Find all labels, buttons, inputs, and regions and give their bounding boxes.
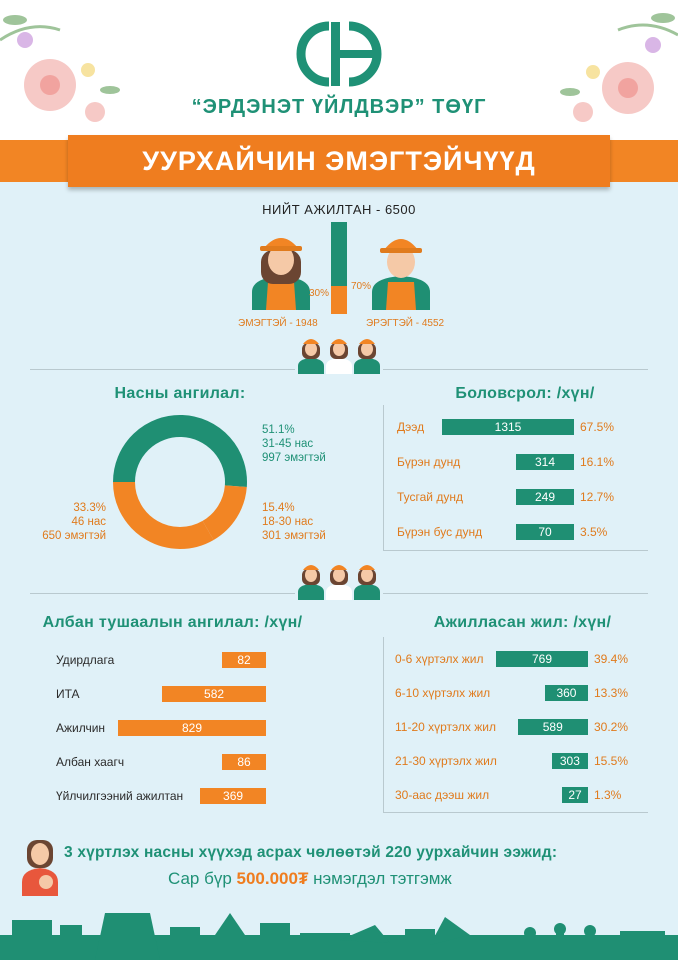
mothers-info: 3 хүртлэх насны хүүхэд асрах чөлөөтэй 22… [64,844,558,861]
bar-percent-label: 13.3% [594,686,629,700]
three-women-miners-icon [298,565,380,600]
work-years-chart: 0-6 хүртэлх жил 769 39.4% 6-10 хүртэлх жил 3… [383,642,648,812]
slice-count: 997 эмэгтэй [262,452,326,464]
bar-category-label: Тусгай дунд [397,490,463,504]
age-slice-label-18-30: 15.4% 18-30 нас 301 эмэгтэй [262,501,326,543]
age-slice-label-31-45: 51.1% 31-45 нас 997 эмэгтэй [262,423,326,465]
gender-share-bar [331,222,347,314]
slice-pct: 15.4% [262,502,295,514]
donut-slice [113,481,214,549]
position-chart: Удирдлага 82 ИТА 582 Ажилчин 829 Албан хаагч 86… [30,642,295,812]
bar-value: 769 [496,651,588,667]
bar-value: 369 [200,788,266,804]
bar-category-label: 21-30 хүртэлх жил [395,754,497,768]
bar-category-label: Албан хаагч [56,755,125,769]
slice-age: 31-45 нас [262,438,314,450]
divider [30,369,295,370]
bar-value: 249 [516,489,574,505]
female-pct: 30% [309,288,330,299]
male-count: ЭРЭГТЭЙ - 4552 [366,318,445,329]
position-section-title: Албан тушаалын ангилал: /хүн/ [42,614,303,631]
female-share-fill [331,286,347,314]
age-slice-label-46: 33.3% 46 нас 650 эмэгтэй [28,501,106,543]
benefit-suffix: нэмэгдэл тэтгэмж [308,869,452,888]
slice-pct: 51.1% [262,424,295,436]
bar-value: 589 [517,719,588,735]
divider [383,369,648,370]
bar-percent-label: 30.2% [594,720,629,734]
divider [383,593,648,594]
education-section-title: Боловсрол: /хүн/ [455,385,595,402]
mother-with-child-icon [22,840,58,896]
bar-category-label: 0-6 хүртэлх жил [395,652,484,666]
work-years-section-title: Ажилласан жил: /хүн/ [433,614,612,631]
company-name: “ЭРДЭНЭТ ҮЙЛДВЭР” ТӨҮГ [191,96,487,118]
education-chart: Дээд 1315 67.5% Бүрэн дунд 314 16.1% Тусгай ду… [383,410,648,550]
bar-value: 70 [516,524,574,540]
bar-percent-label: 3.5% [580,525,608,539]
benefit-amount: 500.000₮ [236,869,309,888]
bar-value: 303 [551,753,588,769]
bar-percent-label: 39.4% [594,652,629,666]
total-employees: НИЙТ АЖИЛТАН - 6500 [262,202,416,217]
slice-count: 650 эмэгтэй [42,530,106,542]
flower-decoration-icon [560,13,678,122]
bar-value: 314 [516,454,574,470]
bar-percent-label: 67.5% [580,420,615,434]
male-miner-icon [372,239,430,310]
divider [30,593,295,594]
bar-category-label: 11-20 хүртэлх жил [395,720,496,734]
bar-category-label: 6-10 хүртэлх жил [395,686,491,700]
mining-skyline-icon [0,913,678,960]
age-section-title: Насны ангилал: [114,385,246,402]
female-miner-icon [252,238,310,310]
slice-count: 301 эмэгтэй [262,530,326,542]
donut-slice [113,415,247,488]
slice-pct: 33.3% [73,502,106,514]
bar-value: 829 [118,720,266,736]
bar-value: 360 [544,685,588,701]
bar-category-label: Бүрэн дунд [397,455,461,469]
bar-category-label: Удирдлага [56,653,115,667]
bar-category-label: 30-аас дээш жил [395,788,490,802]
bar-value: 86 [222,754,266,770]
flower-decoration-icon [0,15,120,122]
bar-category-label: Ажилчин [56,721,106,735]
bar-value: 27 [562,787,588,803]
bar-percent-label: 1.3% [594,788,622,802]
bar-value: 582 [162,686,266,702]
banner [68,135,610,187]
page-title: УУРХАЙЧИН ЭМЭГТЭЙЧҮҮД [142,146,536,176]
bar-value: 82 [222,652,266,668]
bar-percent-label: 16.1% [580,455,615,469]
female-count: ЭМЭГТЭЙ - 1948 [238,318,318,329]
three-women-miners-icon [298,339,380,374]
bar-value: 1315 [442,419,574,435]
donut-slice [202,484,247,540]
education-box [383,405,648,551]
benefit-prefix: Сар бүр [168,869,237,888]
erdenet-logo-icon [296,21,382,87]
work-years-box [383,637,648,813]
slice-age: 18-30 нас [262,516,314,528]
bar-category-label: ИТА [56,687,80,701]
bar-category-label: Дээд [397,420,425,434]
age-donut-chart [113,415,247,549]
bar-percent-label: 12.7% [580,490,615,504]
male-pct: 70% [351,281,372,292]
bar-category-label: Үйлчилгээний ажилтан [56,789,184,803]
bar-category-label: Бүрэн бус дунд [397,525,483,539]
slice-age: 46 нас [71,516,106,528]
mothers-benefit: Сар бүр 500.000₮ нэмэгдэл тэтгэмж [168,869,588,889]
bar-percent-label: 15.5% [594,754,629,768]
